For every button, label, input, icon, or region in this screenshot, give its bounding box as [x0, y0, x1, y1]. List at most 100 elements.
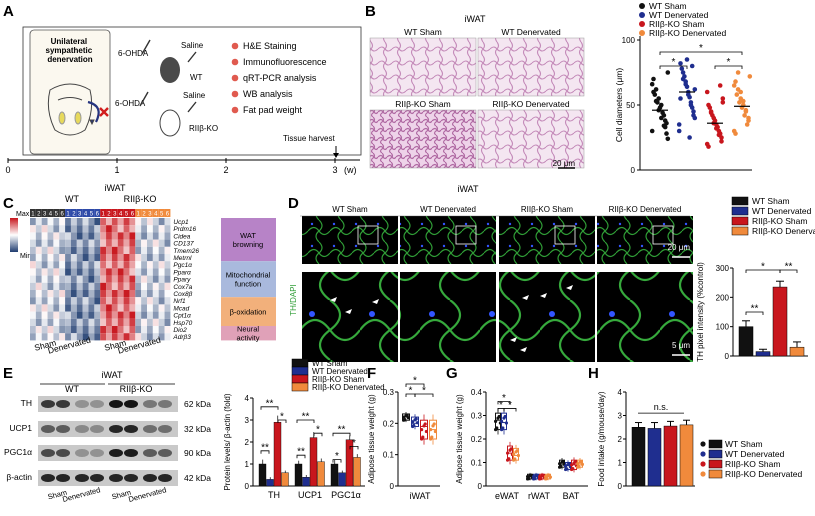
heatmap-cell: [53, 304, 60, 312]
heatmap-cell: [158, 261, 165, 269]
heatmap-cell: [35, 239, 42, 247]
heatmap-gene-label: Cox8β: [173, 291, 192, 298]
heatmap-legend-max: Max: [16, 211, 30, 218]
heatmap-cell: [47, 261, 54, 269]
group-wt-label: WT: [190, 73, 203, 82]
heatmap-cell: [117, 333, 124, 341]
y-axis-label: Food intake (g/mouse/day): [597, 391, 606, 486]
heatmap-cell: [47, 218, 54, 226]
blot-x-label: Denervated: [61, 485, 101, 504]
panel-g: G 0 0.1 0.2 0.3 0.4 Adipose tissue weight (g)…: [446, 365, 588, 501]
d-if-grid: WT Sham WT Denervated RIIβ-KO Sham RIIβ-KO …: [300, 205, 693, 362]
b-data-point: [689, 63, 695, 69]
b-histology-grid: WT Sham WT Denervated RIIβ-KO Sham RIIβ-KO …: [369, 27, 585, 169]
heatmap-cell: [158, 333, 165, 341]
timeline-tick-label: 0: [5, 165, 10, 175]
heatmap-sample-number: 2: [107, 212, 111, 218]
heatmap-cell: [76, 318, 83, 326]
heatmap-cell: [100, 261, 107, 269]
heatmap-cell: [117, 282, 124, 290]
heatmap-cell: [88, 326, 95, 334]
heatmap-cell: [158, 282, 165, 290]
y-tick-label: 4: [245, 394, 250, 403]
heatmap-cell: [117, 218, 124, 226]
syringe-icon: [187, 101, 197, 113]
heatmap-cell: [141, 311, 147, 319]
assay-bullet-icon: [231, 106, 239, 114]
heatmap-cell: [158, 218, 165, 226]
legend-label: WT Sham: [312, 359, 348, 368]
box-point: [573, 460, 577, 464]
heatmap-cell: [106, 218, 112, 226]
b-data-point: [688, 102, 694, 108]
heatmap-cell: [70, 254, 77, 262]
heatmap-cell: [141, 232, 147, 240]
heatmap-sample-header: [53, 209, 60, 217]
significance-label: **: [751, 304, 759, 315]
panel-h: H 0 1 2 3 4 Food intake (g/mouse/day) n.s. WT …: [588, 365, 802, 491]
arrowhead-icon: [566, 285, 573, 290]
heatmap-cell: [135, 275, 142, 283]
chart-g-tissue-weight: 0 0.1 0.2 0.3 0.4 Adipose tissue weight (g) eW…: [455, 388, 588, 501]
heatmap-categories: WAT browning Mitochondrial function β-oxidat…: [221, 218, 276, 343]
chart-b-cell-diameter: 0 50 100 Cell diameters (μm) * * *: [614, 36, 753, 175]
box-point: [507, 457, 511, 461]
heatmap-sample-number: 5: [160, 212, 164, 218]
heatmap-cell: [47, 254, 54, 262]
significance-label: *: [499, 400, 503, 411]
box-point: [429, 428, 433, 432]
heatmap-cell: [65, 225, 71, 233]
heatmap-cell: [129, 246, 136, 254]
h-bar: [631, 427, 646, 487]
heatmap-cell: [164, 254, 171, 262]
heatmap-cell: [94, 318, 101, 326]
heatmap-cell: [41, 318, 48, 326]
h-ns-label: n.s.: [654, 402, 669, 412]
y-axis-label: Adipose tissue weight (g): [367, 394, 376, 484]
heatmap-sample-header: [152, 209, 159, 217]
heatmap-cell: [35, 268, 42, 276]
heatmap-cell: [158, 304, 165, 312]
blot-band: [75, 400, 89, 408]
heatmap-cell: [147, 326, 153, 334]
heatmap-cell: [41, 239, 48, 247]
box-point: [515, 449, 519, 453]
heatmap-sample-header: [164, 209, 171, 217]
heatmap-cell: [111, 268, 118, 276]
heatmap-cell: [117, 311, 124, 319]
heatmap-cell: [59, 246, 66, 254]
heatmap-cell: [76, 290, 83, 298]
heatmap-cell: [111, 282, 118, 290]
heatmap-cell: [70, 282, 77, 290]
heatmap-cell: [147, 333, 153, 341]
heatmap-cell: [59, 261, 66, 269]
heatmap-cell: [129, 333, 136, 341]
heatmap-cell: [141, 304, 147, 312]
assay-item: qRT-PCR analysis: [243, 73, 317, 83]
heatmap-cell: [53, 275, 60, 283]
blot-label: β-actin: [6, 472, 32, 482]
heatmap-sample-header: [106, 209, 112, 217]
heatmap-cell: [117, 318, 124, 326]
he-image-label: WT Sham: [404, 27, 442, 37]
heatmap-cell: [30, 304, 36, 312]
blot-size: 42 kDa: [184, 473, 211, 483]
y-tick-label: 4: [618, 388, 623, 397]
heatmap-cell: [35, 225, 42, 233]
heatmap-cell: [164, 268, 171, 276]
heatmap-cell: [53, 318, 60, 326]
heatmap-cell: [147, 261, 153, 269]
heatmap-cell: [152, 333, 159, 341]
heatmap-cell: [70, 304, 77, 312]
significance-label: *: [352, 438, 356, 449]
heatmap-cell: [106, 304, 112, 312]
heatmap-cell: [65, 311, 71, 319]
heatmap-cell: [100, 311, 107, 319]
b-data-point: [665, 70, 671, 75]
significance-bracket: [414, 393, 434, 397]
g-x-label: BAT: [563, 491, 580, 501]
heatmap-cell: [123, 246, 130, 254]
heatmap-cell: [35, 318, 42, 326]
heatmap-cell: [41, 232, 48, 240]
